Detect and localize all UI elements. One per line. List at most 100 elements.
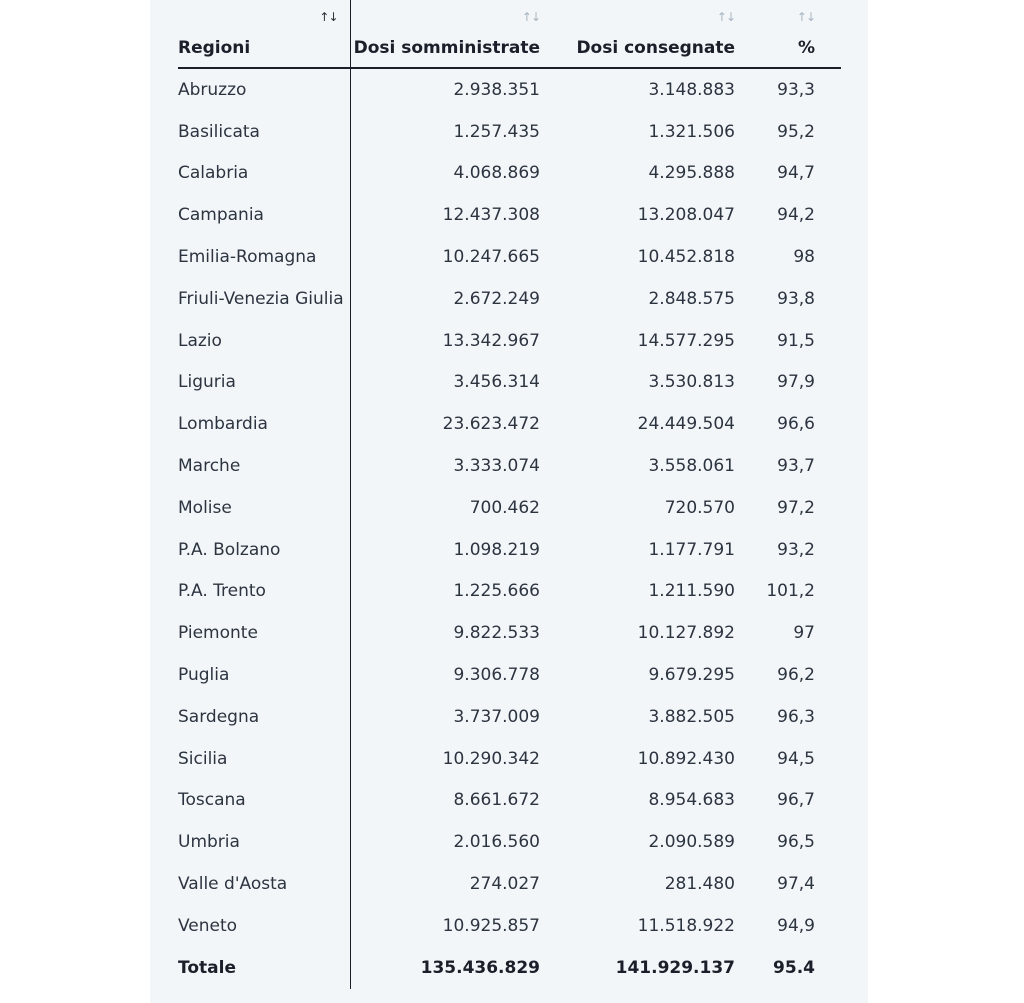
table-row: Valle d'Aosta 274.027 281.480 97,4 (178, 863, 841, 905)
cell-region: Abruzzo (178, 68, 351, 111)
cell-percent: 96,2 (777, 665, 815, 686)
table-row: Lombardia 23.623.472 24.449.504 96,6 (178, 403, 841, 446)
cell-region: Umbria (178, 821, 351, 864)
total-percent: 95.4 (773, 957, 815, 978)
cell-dosi-consegnate: 1.177.791 (648, 539, 735, 560)
sort-arrows-icon[interactable]: ↑↓ (319, 10, 338, 24)
cell-region: P.A. Bolzano (178, 528, 351, 571)
table-row: Veneto 10.925.857 11.518.922 94,9 (178, 904, 841, 947)
cell-percent: 94,2 (777, 205, 815, 226)
table-row: Liguria 3.456.314 3.530.813 97,9 (178, 361, 841, 404)
cell-dosi-consegnate: 24.449.504 (637, 414, 735, 435)
cell-dosi-consegnate: 720.570 (664, 497, 735, 518)
table-row: Sardegna 3.737.009 3.882.505 96,3 (178, 695, 841, 738)
cell-percent: 94,9 (777, 915, 815, 936)
cell-dosi-consegnate: 3.558.061 (648, 456, 735, 477)
cell-region: Basilicata (178, 110, 351, 153)
cell-percent: 96,7 (777, 790, 815, 811)
cell-dosi-consegnate: 14.577.295 (637, 330, 735, 351)
cell-region: Calabria (178, 152, 351, 195)
cell-region: Molise (178, 486, 351, 529)
cell-region: Emilia-Romagna (178, 236, 351, 278)
cell-region: Puglia (178, 654, 351, 696)
cell-dosi-somministrate: 4.068.869 (453, 163, 540, 184)
cell-dosi-somministrate: 274.027 (469, 874, 540, 895)
total-dosi-consegnate: 141.929.137 (615, 957, 735, 978)
table-row: Piemonte 9.822.533 10.127.892 97 (178, 612, 841, 655)
cell-region: Piemonte (178, 612, 351, 655)
table-row: Molise 700.462 720.570 97,2 (178, 486, 841, 529)
cell-dosi-somministrate: 3.737.009 (453, 706, 540, 727)
cell-dosi-somministrate: 23.623.472 (442, 414, 540, 435)
cell-dosi-somministrate: 1.098.219 (453, 539, 540, 560)
cell-region: Liguria (178, 361, 351, 404)
cell-dosi-somministrate: 12.437.308 (442, 205, 540, 226)
cell-percent: 97,2 (777, 497, 815, 518)
cell-region: Valle d'Aosta (178, 863, 351, 905)
cell-dosi-consegnate: 4.295.888 (648, 163, 735, 184)
cell-region: Campania (178, 194, 351, 237)
column-header-label: Dosi somministrate (353, 38, 540, 58)
column-header-dosi-somministrate[interactable]: ↑↓ Dosi somministrate (350, 0, 566, 69)
column-header-label: % (797, 38, 815, 58)
cell-dosi-consegnate: 9.679.295 (648, 665, 735, 686)
cell-dosi-consegnate: 3.882.505 (648, 706, 735, 727)
cell-dosi-consegnate: 281.480 (664, 874, 735, 895)
total-label: Totale (178, 946, 351, 989)
cell-percent: 97 (793, 623, 815, 644)
cell-dosi-consegnate: 10.892.430 (637, 748, 735, 769)
cell-percent: 101,2 (766, 581, 815, 602)
cell-dosi-consegnate: 10.127.892 (637, 623, 735, 644)
cell-percent: 97,4 (777, 874, 815, 895)
cell-dosi-consegnate: 13.208.047 (637, 205, 735, 226)
sort-arrows-icon[interactable]: ↑↓ (796, 10, 816, 24)
cell-region: P.A. Trento (178, 570, 351, 613)
cell-region: Friuli-Venezia Giulia (178, 277, 351, 320)
sort-arrows-icon[interactable]: ↑↓ (521, 10, 541, 24)
cell-percent: 96,3 (777, 706, 815, 727)
column-header-label: Dosi consegnate (576, 38, 735, 58)
cell-dosi-somministrate: 9.822.533 (453, 623, 540, 644)
cell-region: Lazio (178, 319, 351, 362)
column-header-dosi-consegnate[interactable]: ↑↓ Dosi consegnate (566, 0, 761, 69)
cell-percent: 96,5 (777, 832, 815, 853)
cell-percent: 96,6 (777, 414, 815, 435)
cell-region: Marche (178, 445, 351, 487)
table-row: Sicilia 10.290.342 10.892.430 94,5 (178, 737, 841, 780)
table-panel: ↑↓ Regioni ↑↓ Dosi somministrate ↑↓ Dosi… (150, 0, 868, 1003)
sort-arrows-icon[interactable]: ↑↓ (716, 10, 736, 24)
cell-dosi-consegnate: 3.530.813 (648, 372, 735, 393)
total-row: Totale 135.436.829 141.929.137 95.4 (178, 946, 841, 989)
table-row: Emilia-Romagna 10.247.665 10.452.818 98 (178, 236, 841, 278)
table-row: Lazio 13.342.967 14.577.295 91,5 (178, 319, 841, 362)
cell-dosi-somministrate: 10.247.665 (442, 247, 540, 268)
table-row: P.A. Trento 1.225.666 1.211.590 101,2 (178, 570, 841, 613)
cell-dosi-consegnate: 2.848.575 (648, 288, 735, 309)
cell-dosi-somministrate: 10.925.857 (442, 915, 540, 936)
table-row: Friuli-Venezia Giulia 2.672.249 2.848.575 9… (178, 277, 841, 320)
cell-dosi-somministrate: 3.456.314 (453, 372, 540, 393)
cell-dosi-somministrate: 13.342.967 (442, 330, 540, 351)
cell-percent: 93,2 (777, 539, 815, 560)
cell-region: Sicilia (178, 737, 351, 780)
table-row: Basilicata 1.257.435 1.321.506 95,2 (178, 110, 841, 153)
cell-dosi-consegnate: 10.452.818 (637, 247, 735, 268)
cell-percent: 97,9 (777, 372, 815, 393)
cell-percent: 93,3 (777, 79, 815, 100)
cell-percent: 98 (793, 247, 815, 268)
cell-region: Toscana (178, 779, 351, 822)
cell-dosi-consegnate: 8.954.683 (648, 790, 735, 811)
column-header-regioni[interactable]: ↑↓ Regioni (178, 0, 351, 69)
cell-percent: 93,7 (777, 456, 815, 477)
cell-dosi-somministrate: 1.257.435 (453, 121, 540, 142)
cell-percent: 94,7 (777, 163, 815, 184)
total-dosi-somministrate: 135.436.829 (420, 957, 540, 978)
column-header-percent[interactable]: ↑↓ % (761, 0, 841, 69)
table-row: Calabria 4.068.869 4.295.888 94,7 (178, 152, 841, 195)
table-body: Abruzzo 2.938.351 3.148.883 93,3 Basilicata 1… (178, 68, 841, 989)
table-row: Abruzzo 2.938.351 3.148.883 93,3 (178, 68, 841, 111)
table-row: P.A. Bolzano 1.098.219 1.177.791 93,2 (178, 528, 841, 571)
cell-region: Sardegna (178, 695, 351, 738)
cell-dosi-consegnate: 3.148.883 (648, 79, 735, 100)
table-row: Campania 12.437.308 13.208.047 94,2 (178, 194, 841, 237)
